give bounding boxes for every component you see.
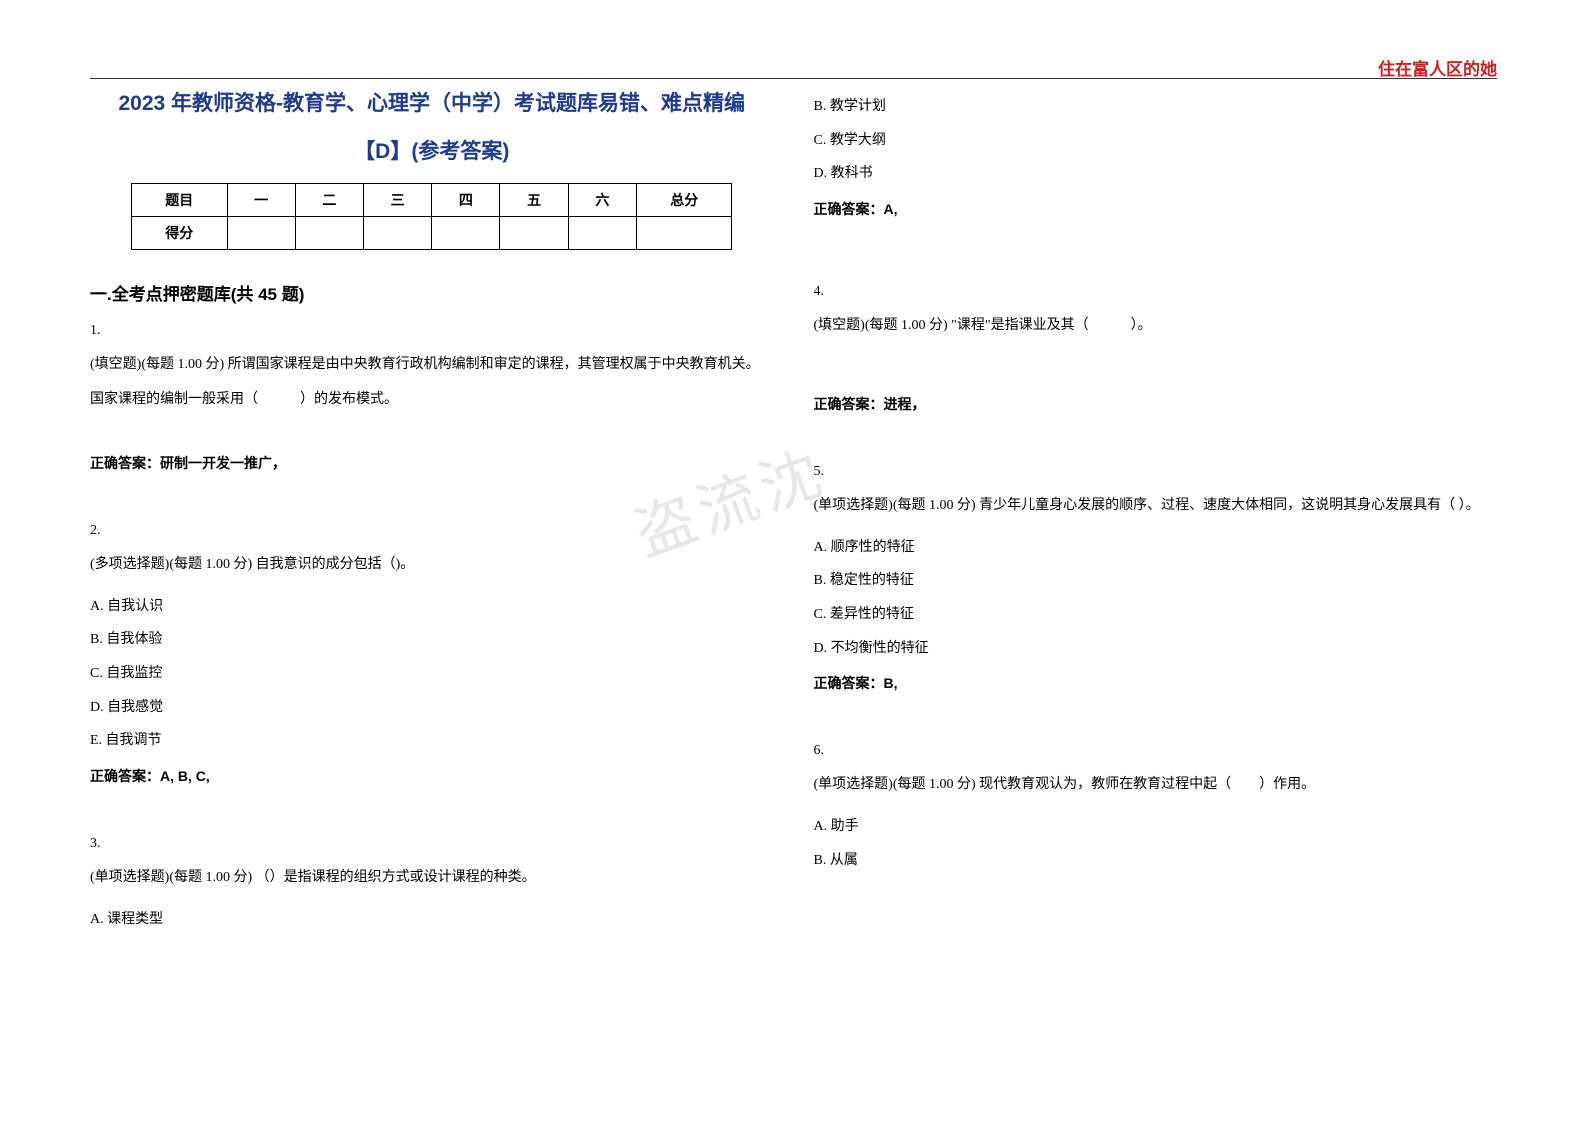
question-text: (填空题)(每题 1.00 分) 所谓国家课程是由中央教育行政机构编制和审定的课… <box>90 347 774 417</box>
answer-text: 正确答案：研制一开发一推广， <box>90 453 774 473</box>
table-cell <box>568 216 636 249</box>
table-header: 三 <box>364 183 432 216</box>
option-d: D. 自我感觉 <box>90 691 774 725</box>
option-b: B. 自我体验 <box>90 623 774 657</box>
table-header-row: 题目 一 二 三 四 五 六 总分 <box>132 183 732 216</box>
option-d: D. 不均衡性的特征 <box>814 632 1498 666</box>
answer-text: 正确答案：进程， <box>814 394 1498 414</box>
table-header: 二 <box>295 183 363 216</box>
table-header: 四 <box>432 183 500 216</box>
table-header: 六 <box>568 183 636 216</box>
table-cell <box>364 216 432 249</box>
question-text: (单项选择题)(每题 1.00 分) （）是指课程的组织方式或设计课程的种类。 <box>90 860 774 895</box>
question-number: 1. <box>90 323 774 339</box>
option-e: E. 自我调节 <box>90 724 774 758</box>
table-header: 五 <box>500 183 568 216</box>
document-title: 2023 年教师资格-教育学、心理学（中学）考试题库易错、难点精编 <box>90 85 774 123</box>
option-d: D. 教科书 <box>814 157 1498 191</box>
question-number: 3. <box>90 836 774 852</box>
table-row: 得分 <box>132 216 732 249</box>
table-cell <box>636 216 732 249</box>
header-divider <box>90 78 1497 79</box>
option-b: B. 稳定性的特征 <box>814 564 1498 598</box>
option-b: B. 从属 <box>814 844 1498 878</box>
table-cell <box>500 216 568 249</box>
option-a: A. 自我认识 <box>90 590 774 624</box>
option-c: C. 教学大纲 <box>814 124 1498 158</box>
option-a: A. 助手 <box>814 810 1498 844</box>
table-row-label: 得分 <box>132 216 228 249</box>
option-c: C. 差异性的特征 <box>814 598 1498 632</box>
question-text: (填空题)(每题 1.00 分) "课程"是指课业及其（ ）。 <box>814 308 1498 343</box>
score-table: 题目 一 二 三 四 五 六 总分 得分 <box>131 183 732 250</box>
left-column: 2023 年教师资格-教育学、心理学（中学）考试题库易错、难点精编 【D】(参考… <box>90 85 774 936</box>
question-number: 2. <box>90 523 774 539</box>
answer-text: 正确答案：B, <box>814 673 1498 693</box>
question-text: (单项选择题)(每题 1.00 分) 现代教育观认为，教师在教育过程中起（ ）作… <box>814 767 1498 802</box>
table-header: 总分 <box>636 183 732 216</box>
question-number: 4. <box>814 284 1498 300</box>
option-c: C. 自我监控 <box>90 657 774 691</box>
question-text: (单项选择题)(每题 1.00 分) 青少年儿童身心发展的顺序、过程、速度大体相… <box>814 488 1498 523</box>
table-cell <box>227 216 295 249</box>
option-b: B. 教学计划 <box>814 90 1498 124</box>
option-a: A. 顺序性的特征 <box>814 531 1498 565</box>
answer-text: 正确答案：A, B, C, <box>90 766 774 786</box>
table-cell <box>432 216 500 249</box>
question-number: 6. <box>814 743 1498 759</box>
table-header: 一 <box>227 183 295 216</box>
document-subtitle: 【D】(参考答案) <box>90 135 774 165</box>
content-area: 2023 年教师资格-教育学、心理学（中学）考试题库易错、难点精编 【D】(参考… <box>90 85 1497 936</box>
question-text: (多项选择题)(每题 1.00 分) 自我意识的成分包括（)。 <box>90 547 774 582</box>
section-title: 一.全考点押密题库(共 45 题) <box>90 280 774 305</box>
header-mark: 住在富人区的她 <box>1378 55 1497 80</box>
right-column: B. 教学计划 C. 教学大纲 D. 教科书 正确答案：A, 4. (填空题)(… <box>814 85 1498 936</box>
question-number: 5. <box>814 464 1498 480</box>
option-a: A. 课程类型 <box>90 903 774 937</box>
answer-text: 正确答案：A, <box>814 199 1498 219</box>
table-header: 题目 <box>132 183 228 216</box>
table-cell <box>295 216 363 249</box>
